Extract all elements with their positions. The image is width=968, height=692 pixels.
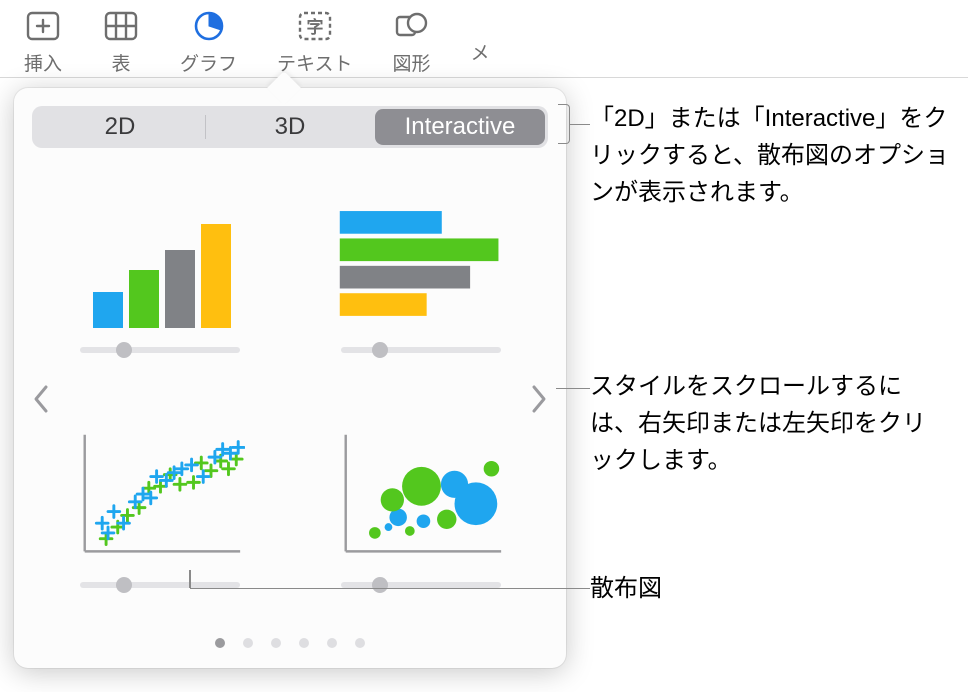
tab-interactive[interactable]: Interactive <box>375 109 545 145</box>
chart-option-bar[interactable] <box>325 188 516 383</box>
page-indicator[interactable] <box>32 638 548 648</box>
toolbar-table[interactable]: 表 <box>102 7 140 76</box>
toolbar-chart-label: グラフ <box>180 49 237 76</box>
callout-2: スタイルをスクロールするには、右矢印または左矢印をクリックします。 <box>590 368 930 480</box>
page-dot[interactable] <box>327 638 337 648</box>
chart-popover: 2D 3D Interactive <box>14 88 566 668</box>
callout-2-text: スタイルをスクロールするには、右矢印または左矢印をクリックします。 <box>590 373 926 474</box>
toolbar: 挿入 表 グラフ 字 テキスト 図形 メ <box>0 0 968 78</box>
shape-icon <box>392 7 430 45</box>
page-dot[interactable] <box>243 638 253 648</box>
toolbar-shape-label: 図形 <box>392 49 430 76</box>
scatter-chart-preview <box>75 423 245 563</box>
style-slider-bar[interactable] <box>341 342 501 356</box>
text-icon: 字 <box>296 7 334 45</box>
callout-3-text: 散布図 <box>590 575 662 602</box>
callout-bracket-1 <box>558 104 570 144</box>
svg-text:字: 字 <box>306 17 323 37</box>
page-dot[interactable] <box>355 638 365 648</box>
page-dot[interactable] <box>215 638 225 648</box>
tab-2d[interactable]: 2D <box>35 109 205 145</box>
toolbar-insert[interactable]: 挿入 <box>24 7 62 76</box>
page-dot[interactable] <box>299 638 309 648</box>
chevron-right-icon[interactable] <box>526 380 552 426</box>
callout-1-text: 「2D」または「Interactive」をクリックすると、散布図のオプションが表… <box>590 105 949 206</box>
toolbar-overflow: メ <box>470 18 489 65</box>
toolbar-table-label: 表 <box>112 49 131 76</box>
insert-icon <box>24 7 62 45</box>
bar-chart-preview <box>336 188 506 328</box>
callout-3-connector <box>189 570 190 588</box>
toolbar-text-label: テキスト <box>277 49 352 76</box>
bubble-chart-preview <box>336 423 506 563</box>
chevron-left-icon[interactable] <box>28 380 54 426</box>
toolbar-text[interactable]: 字 テキスト <box>277 7 352 76</box>
chart-type-segmented: 2D 3D Interactive <box>32 106 548 148</box>
style-slider-column[interactable] <box>80 342 240 356</box>
callout-3: 散布図 <box>590 570 662 607</box>
toolbar-chart[interactable]: グラフ <box>180 7 237 76</box>
chart-option-column[interactable] <box>64 188 255 383</box>
chart-icon <box>190 7 228 45</box>
toolbar-insert-label: 挿入 <box>24 49 62 76</box>
chart-style-pager <box>32 188 548 618</box>
tab-3d[interactable]: 3D <box>205 109 375 145</box>
column-chart-preview <box>75 188 245 328</box>
table-icon <box>102 7 140 45</box>
page-dot[interactable] <box>271 638 281 648</box>
toolbar-shape[interactable]: 図形 <box>392 7 430 76</box>
callout-1: 「2D」または「Interactive」をクリックすると、散布図のオプションが表… <box>590 100 960 212</box>
